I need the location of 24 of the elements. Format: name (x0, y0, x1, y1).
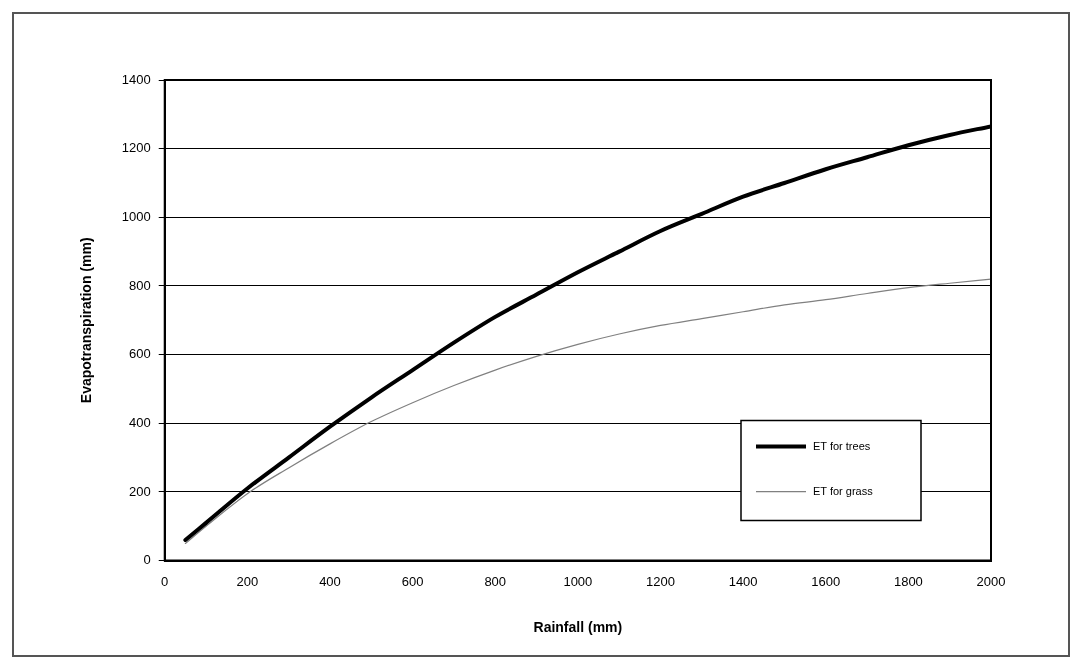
y-axis-title: Evapotranspiration (mm) (78, 237, 95, 404)
x-tick-label: 1000 (563, 573, 593, 589)
x-axis-title: Rainfall (mm) (533, 619, 623, 636)
x-tick-label: 2000 (976, 573, 1006, 589)
x-tick-label: 800 (484, 573, 507, 589)
y-tick-label: 600 (129, 346, 151, 362)
line-series (184, 278, 991, 545)
x-tick-label: 1600 (811, 573, 841, 589)
y-tick-label: 200 (129, 483, 151, 499)
x-tick-label: 200 (236, 573, 259, 589)
x-tick-label: 0 (161, 573, 169, 589)
y-tick-label: 400 (129, 414, 151, 430)
y-tick-label: 800 (129, 277, 151, 293)
x-tick-label: 1400 (728, 573, 758, 589)
x-tick-label: 1800 (893, 573, 923, 589)
legend-label: ET for trees (813, 439, 871, 452)
y-tick-label: 1400 (121, 71, 151, 87)
legend-label: ET for grass (813, 484, 874, 497)
x-tick-label: 600 (401, 573, 424, 589)
y-tick-label: 1200 (121, 140, 151, 156)
y-tick-label: 1000 (121, 208, 151, 224)
x-tick-label: 1200 (646, 573, 675, 589)
x-tick-label: 400 (319, 573, 341, 589)
y-tick-label: 0 (143, 552, 151, 568)
